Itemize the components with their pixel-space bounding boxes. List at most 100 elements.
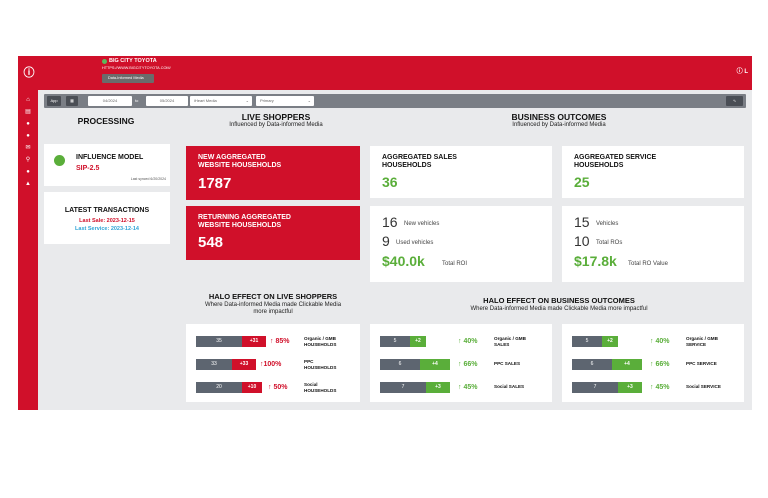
circle-icon[interactable]: ● — [26, 121, 30, 127]
iheart-logo-icon[interactable]: ⓘ — [23, 67, 35, 79]
halo-delta-bar: +10 — [242, 382, 262, 393]
halo-percent: ↑ 66% — [458, 361, 478, 368]
halo-base-bar: 20 — [196, 382, 242, 393]
aggregated-sales-value: 36 — [382, 174, 398, 190]
vehicles-label: Vehicles — [596, 221, 619, 227]
business-outcomes-subtitle: Influenced by Data-informed Media — [512, 122, 606, 128]
aggregated-service-label: AGGREGATED SERVICE — [574, 154, 657, 161]
halo-channel-label: PPC SALES — [494, 361, 521, 366]
pulse-chart-icon[interactable]: ∿ — [726, 96, 743, 106]
halo-live-row-ppc[interactable]: 33 +33 ↑100% PPC HOUSEHOLDS — [196, 359, 356, 370]
vehicles-count: 15 — [574, 214, 590, 230]
returning-aggregated-value: 548 — [198, 234, 224, 251]
halo-delta-bar: +31 — [242, 336, 266, 347]
new-aggregated-card[interactable]: NEW AGGREGATED WEBSITE HOUSEHOLDS 1787 — [186, 146, 360, 200]
aggregated-sales-card[interactable]: AGGREGATED SALES HOUSEHOLDS 36 — [370, 146, 552, 198]
halo-channel-label: Organic / GMB SERVICE — [686, 336, 718, 347]
halo-percent: ↑ 45% — [458, 384, 478, 391]
halo-percent: ↑ 40% — [458, 338, 478, 345]
user-icon[interactable]: ⚲ — [25, 157, 31, 163]
chat-icon[interactable]: ● — [26, 133, 30, 139]
chevron-down-icon: ⌄ — [307, 98, 311, 103]
ro-value-label: Total RO Value — [628, 261, 668, 267]
influence-model-title: INFLUENCE MODEL — [76, 154, 144, 161]
halo-percent: ↑ 66% — [650, 361, 670, 368]
halo-percent: ↑ 50% — [268, 384, 288, 391]
halo-base-bar: 33 — [196, 359, 232, 370]
sales-detail-card[interactable]: 16 New vehicles 9 Used vehicles $40.0k T… — [370, 206, 552, 282]
aggregated-sales-label: AGGREGATED SALES — [382, 154, 457, 161]
halo-channel-label: Social SERVICE — [686, 384, 721, 389]
processing-title: PROCESSING — [77, 116, 135, 126]
data-informed-media-button[interactable]: Data-Informed Media — [102, 74, 154, 83]
filter-bar: App ▦ 04/2024 to 05/2024 iHeart Media ⌄ P… — [44, 94, 746, 108]
halo-channel-label: PPC HOUSEHOLDS — [304, 359, 337, 370]
halo-service-row-social[interactable]: 7 +3 ↑ 45% Social SERVICE — [572, 382, 740, 393]
halo-base-bar: 6 — [380, 359, 420, 370]
home-icon[interactable]: ⌂ — [26, 97, 30, 103]
brand-block: BIG CITY TOYOTA HTTPS://WWW.BIGCITYTOYOT… — [102, 58, 171, 83]
halo-channel-label: Social HOUSEHOLDS — [304, 382, 337, 393]
type-select[interactable]: Primary ⌄ — [256, 96, 314, 106]
calendar-icon[interactable]: ▦ — [66, 96, 78, 106]
halo-channel-label: PPC SERVICE — [686, 361, 717, 366]
halo-live-card: 35 +31 ↑ 85% Organic / GMB HOUSEHOLDS 33 … — [186, 324, 360, 402]
halo-delta-bar: +2 — [410, 336, 426, 347]
to-label: to — [135, 98, 139, 103]
halo-delta-bar: +3 — [618, 382, 642, 393]
halo-sales-row-ppc[interactable]: 6 +4 ↑ 66% PPC SALES — [380, 359, 548, 370]
media-select[interactable]: iHeart Media ⌄ — [190, 96, 252, 106]
date-from-input[interactable]: 04/2024 — [88, 96, 132, 106]
halo-service-row-organic[interactable]: 5 +2 ↑ 40% Organic / GMB SERVICE — [572, 336, 740, 347]
new-aggregated-value: 1787 — [198, 175, 232, 192]
halo-sales-row-organic[interactable]: 5 +2 ↑ 40% Organic / GMB SALES — [380, 336, 548, 347]
service-detail-card[interactable]: 15 Vehicles 10 Total ROs $17.8k Total RO… — [562, 206, 744, 282]
returning-aggregated-card[interactable]: RETURNING AGGREGATED WEBSITE HOUSEHOLDS 5… — [186, 206, 360, 260]
halo-percent: ↑100% — [260, 361, 282, 368]
halo-delta-bar: +4 — [420, 359, 450, 370]
last-sale: Last Sale: 2023-12-15 — [79, 218, 135, 224]
halo-channel-label: Organic / GMB HOUSEHOLDS — [304, 336, 337, 347]
sales-roi-label: Total ROI — [442, 261, 468, 267]
halo-sales-row-social[interactable]: 7 +3 ↑ 45% Social SALES — [380, 382, 548, 393]
mail-icon[interactable]: ✉ — [25, 145, 31, 151]
last-synced: Last synced 6/20/2024 — [130, 177, 166, 181]
user-menu[interactable]: ⓘ L — [736, 69, 748, 75]
influence-model-card: INFLUENCE MODEL SIP-2.5 Last synced 6/20… — [44, 144, 170, 186]
halo-service-card: 5 +2 ↑ 40% Organic / GMB SERVICE 6 +4 ↑ 6… — [562, 324, 744, 402]
chart-icon[interactable]: ▲ — [25, 181, 31, 187]
influence-model-code: SIP-2.5 — [76, 165, 100, 172]
sidebar: ⌂ ▤ ● ● ✉ ⚲ ● ▲ — [18, 90, 38, 410]
date-to-input[interactable]: 05/2024 — [146, 96, 188, 106]
halo-live-title: HALO EFFECT ON LIVE SHOPPERS — [208, 292, 338, 301]
aggregated-service-card[interactable]: AGGREGATED SERVICE HOUSEHOLDS 25 — [562, 146, 744, 198]
halo-base-bar: 35 — [196, 336, 242, 347]
sales-roi-value: $40.0k — [382, 253, 425, 269]
halo-live-row-organic[interactable]: 35 +31 ↑ 85% Organic / GMB HOUSEHOLDS — [196, 336, 356, 347]
halo-base-bar: 7 — [572, 382, 618, 393]
settings-icon[interactable]: ● — [26, 169, 30, 175]
halo-percent: ↑ 85% — [270, 338, 290, 345]
halo-live-row-social[interactable]: 20 +10 ↑ 50% Social HOUSEHOLDS — [196, 382, 356, 393]
ro-value: $17.8k — [574, 253, 617, 269]
new-vehicles-count: 16 — [382, 214, 398, 230]
chevron-down-icon: ⌄ — [245, 98, 249, 103]
status-dot-icon — [102, 58, 107, 64]
returning-aggregated-label: RETURNING AGGREGATED — [198, 214, 291, 221]
aggregated-service-value: 25 — [574, 174, 590, 190]
app-toggle-button[interactable]: App — [47, 96, 61, 106]
halo-percent: ↑ 40% — [650, 338, 670, 345]
live-shoppers-title: LIVE SHOPPERS — [241, 112, 311, 122]
list-icon[interactable]: ▤ — [25, 109, 31, 115]
halo-base-bar: 5 — [380, 336, 410, 347]
used-vehicles-count: 9 — [382, 233, 390, 249]
halo-base-bar: 5 — [572, 336, 602, 347]
halo-business-subtitle: Where Data-informed Media made Clickable… — [470, 306, 648, 312]
halo-service-row-ppc[interactable]: 6 +4 ↑ 66% PPC SERVICE — [572, 359, 740, 370]
live-shoppers-subtitle: Influenced by Data-informed Media — [229, 122, 323, 128]
brand-url[interactable]: HTTPS://WWW.BIGCITYTOYOTA.COM/ — [102, 66, 171, 70]
halo-sales-card: 5 +2 ↑ 40% Organic / GMB SALES 6 +4 ↑ 66%… — [370, 324, 552, 402]
halo-delta-bar: +3 — [426, 382, 450, 393]
halo-channel-label: Organic / GMB SALES — [494, 336, 526, 347]
halo-delta-bar: +2 — [602, 336, 618, 347]
